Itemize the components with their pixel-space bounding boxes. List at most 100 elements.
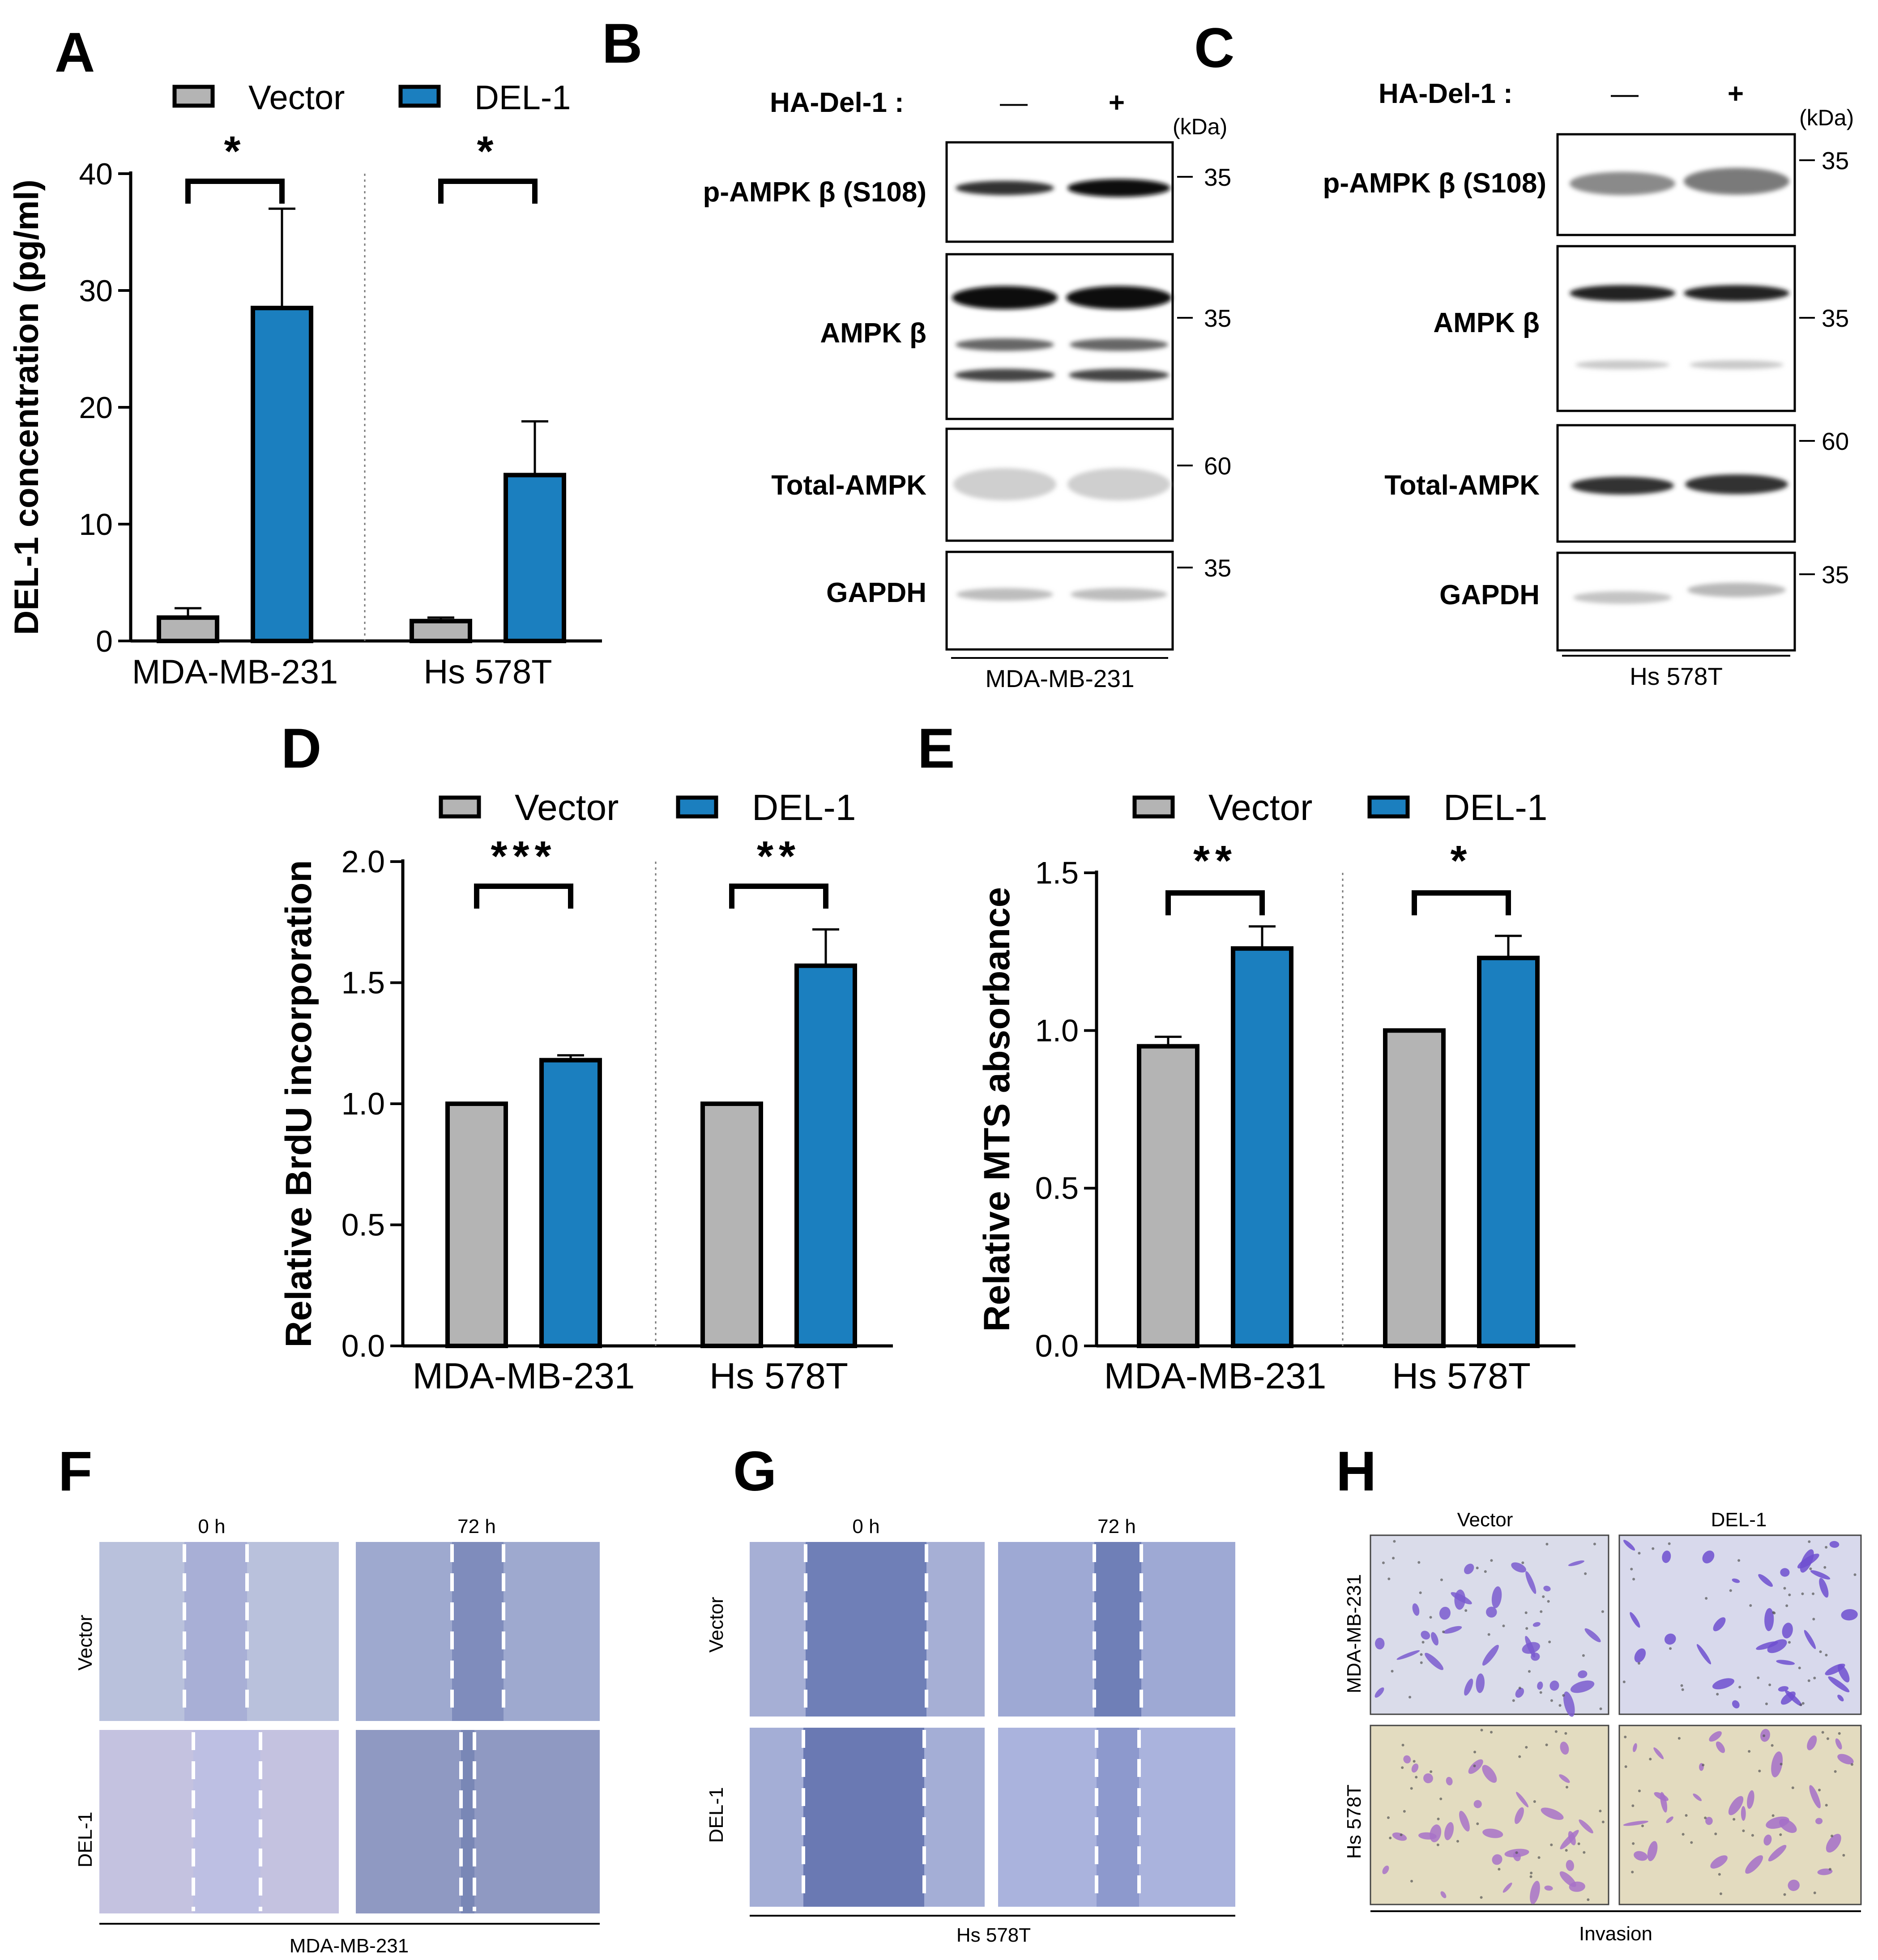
membrane-pore — [1392, 1557, 1395, 1560]
membrane-pore — [1685, 1814, 1688, 1817]
legend-swatch — [676, 795, 718, 819]
stained-cell — [1702, 1550, 1715, 1563]
significance-label: ** — [1193, 837, 1237, 884]
stained-cell — [1454, 1589, 1466, 1610]
stained-cell — [1482, 1828, 1503, 1838]
panel-letter-e: E — [918, 717, 955, 780]
membrane-pore — [1632, 1842, 1635, 1845]
y-tick-label: 0 — [96, 624, 113, 658]
membrane-pore — [1601, 1610, 1604, 1613]
blot-band — [1070, 338, 1168, 351]
significance-bracket — [185, 179, 285, 204]
blot-b-mw: 35 — [1204, 554, 1231, 582]
stained-cell — [1764, 1608, 1774, 1631]
significance-label: ** — [757, 833, 801, 880]
membrane-pore — [1742, 1829, 1745, 1832]
legend-swatch — [398, 85, 441, 108]
membrane-pore — [1705, 1597, 1708, 1600]
membrane-pore — [1828, 1868, 1831, 1871]
blot-c-mw: 35 — [1822, 304, 1849, 332]
stained-cell — [1745, 1855, 1763, 1874]
membrane-pore — [1649, 1758, 1652, 1761]
stained-cell — [1788, 1879, 1800, 1891]
stained-cell — [1767, 1639, 1787, 1653]
significance-bracket — [474, 884, 573, 909]
blot-band — [1690, 360, 1784, 369]
stained-cell — [1815, 1818, 1823, 1824]
y-tick-label: 0.5 — [1035, 1171, 1079, 1206]
membrane-pore — [1682, 1833, 1685, 1836]
stained-cell — [1804, 1630, 1816, 1649]
membrane-pore — [1540, 1610, 1543, 1613]
stained-cell — [1549, 1680, 1559, 1691]
micro-h-col-label: DEL-1 — [1711, 1509, 1767, 1531]
y-tick-label: 1.0 — [341, 1086, 385, 1121]
y-tick-label: 20 — [79, 391, 113, 425]
stained-cell — [1732, 1700, 1740, 1708]
bar-chart-d: 0.0 0.5 1.0 1.5 2.0 Relative BrdU incorporati… — [278, 787, 893, 1396]
stained-cell — [1634, 1851, 1648, 1861]
membrane-pore — [1401, 1743, 1404, 1746]
blot-band — [955, 369, 1055, 381]
blot-b-kda: (kDa) — [1173, 114, 1227, 139]
stained-cell — [1623, 1820, 1648, 1826]
stained-cell — [1716, 1741, 1725, 1753]
membrane-pore — [1630, 1567, 1633, 1571]
stained-cell — [1780, 1691, 1796, 1705]
significance-label: * — [477, 128, 499, 175]
membrane-pore — [1652, 1547, 1655, 1550]
stained-cell — [1809, 1785, 1821, 1809]
stained-cell — [1516, 1792, 1529, 1807]
stained-cell — [1782, 1623, 1793, 1639]
stained-cell — [1747, 1790, 1754, 1809]
membrane-pore — [1480, 1729, 1483, 1732]
membrane-pore — [1758, 1769, 1761, 1772]
blot-c-mw: 35 — [1822, 561, 1849, 589]
membrane-pore — [1599, 1707, 1602, 1710]
panel-letter-g: G — [733, 1440, 777, 1503]
x-tick-label: Hs 578T — [1392, 1356, 1531, 1396]
membrane-pore — [1807, 1679, 1810, 1682]
membrane-pore — [1387, 1577, 1391, 1580]
stained-cell — [1421, 1631, 1430, 1640]
stained-cell — [1570, 1680, 1595, 1693]
y-tick-label: 10 — [79, 508, 113, 542]
significance-label: * — [224, 128, 246, 175]
blot-band — [1570, 285, 1675, 301]
stained-cell — [1468, 1759, 1483, 1774]
legend-label: Vector — [248, 79, 345, 117]
stained-cell — [1382, 1866, 1389, 1875]
membrane-pore — [1853, 1573, 1857, 1576]
micro-image — [1618, 1534, 1862, 1715]
stained-cell — [1732, 1578, 1740, 1583]
membrane-pore — [1393, 1540, 1396, 1543]
blot-band — [1067, 179, 1170, 197]
membrane-pore — [1525, 1627, 1528, 1630]
stained-cell — [1826, 1834, 1841, 1853]
micro-h-row-label: MDA-MB-231 — [1343, 1574, 1365, 1694]
blot-b-mw: 35 — [1204, 163, 1231, 191]
micro-g-row-label: DEL-1 — [705, 1787, 727, 1843]
blot-c-cell-line: Hs 578T — [1630, 662, 1723, 690]
blot-b-mw: 60 — [1204, 452, 1231, 480]
bar — [1383, 1028, 1446, 1348]
blot-band — [1684, 285, 1789, 301]
membrane-pore — [1487, 1633, 1490, 1636]
blot-band — [1066, 286, 1172, 309]
membrane-pore — [1554, 1730, 1558, 1733]
membrane-pore — [1668, 1542, 1671, 1545]
stained-cell — [1446, 1776, 1453, 1785]
membrane-pore — [1757, 1676, 1760, 1679]
western-blot-b: HA-Del-1 : — + (kDa) p-AMPK β (S108) AMP… — [703, 87, 1232, 692]
stained-cell — [1403, 1755, 1411, 1764]
membrane-pore — [1502, 1624, 1505, 1627]
x-tick-label: Hs 578T — [423, 653, 552, 691]
membrane-pore — [1529, 1875, 1532, 1878]
western-blot-c: HA-Del-1 : — + (kDa) p-AMPK β (S108) AMP… — [1323, 78, 1854, 690]
membrane-pore — [1681, 1688, 1684, 1691]
membrane-pore — [1791, 1786, 1794, 1789]
membrane-pore — [1801, 1702, 1805, 1705]
blot-c-row-label: AMPK β — [1433, 307, 1540, 338]
membrane-pore — [1704, 1816, 1707, 1819]
membrane-pore — [1624, 1735, 1627, 1738]
